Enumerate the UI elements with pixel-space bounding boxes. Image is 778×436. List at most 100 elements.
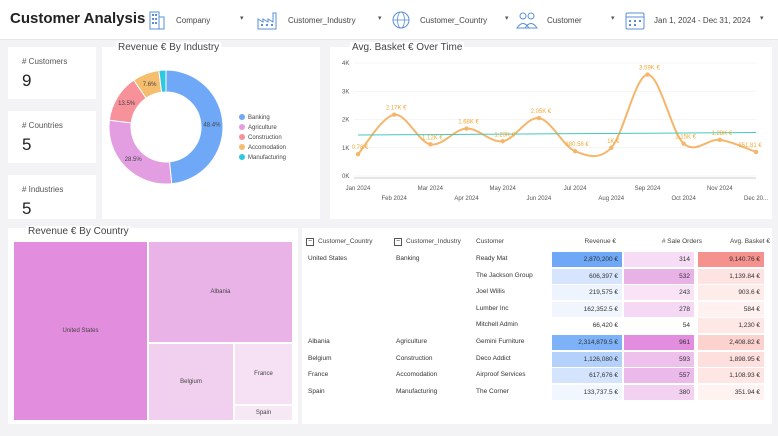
- filter-customer-label: Customer: [547, 15, 582, 25]
- panel-title: Revenue € By Country: [26, 226, 131, 237]
- cell-customer: Mitchell Admin: [476, 321, 518, 329]
- x-tick-label: Feb 2024: [382, 196, 408, 202]
- cell-sale-orders: 961: [624, 335, 694, 350]
- cell-revenue: 617,676 €: [552, 368, 622, 384]
- cell-country: Spain: [308, 387, 325, 395]
- legend-swatch: [239, 114, 245, 120]
- cell-avg-basket: 584 €: [698, 301, 764, 317]
- cell-sale-orders: 593: [624, 351, 694, 367]
- filter-date-range[interactable]: Jan 1, 2024 - Dec 31, 2024: [624, 8, 751, 32]
- cell-country: Belgium: [308, 354, 332, 362]
- y-tick-label: 3K: [342, 89, 349, 95]
- users-icon: [516, 12, 538, 29]
- treemap-cell[interactable]: Spain: [235, 406, 292, 420]
- cell-customer: Joel Willis: [476, 288, 505, 296]
- cell-revenue: 66,420 €: [552, 318, 622, 334]
- treemap-cell[interactable]: United States: [14, 242, 147, 420]
- kpi-countries: # Countries 5: [8, 111, 96, 163]
- cell-customer: Gemini Furniture: [476, 338, 525, 345]
- cell-sale-orders: 243: [624, 285, 694, 301]
- data-point: [391, 112, 397, 117]
- data-label: 851.81 €: [738, 143, 762, 149]
- x-tick-label: Jul 2024: [564, 186, 587, 192]
- cell-sale-orders: 532: [624, 268, 694, 284]
- filter-country-label: Customer_Country: [420, 15, 488, 25]
- data-label: 3.59K €: [639, 66, 660, 72]
- cell-country: Albania: [308, 338, 330, 345]
- legend-label: Manufacturing: [248, 155, 286, 161]
- filter-customer[interactable]: Customer: [515, 8, 582, 32]
- cell-revenue: 606,397 €: [552, 268, 622, 284]
- chevron-down-icon[interactable]: ▾: [611, 15, 615, 22]
- cell-industry: Agriculture: [396, 338, 428, 345]
- filter-company-label: Company: [176, 15, 211, 25]
- cell-customer: The Corner: [476, 387, 509, 395]
- kpi-value: 5: [22, 199, 32, 218]
- legend-swatch: [239, 134, 245, 140]
- cell-sale-orders: 557: [624, 368, 694, 384]
- treemap-cell[interactable]: Belgium: [149, 344, 233, 420]
- data-point: [355, 152, 361, 157]
- data-label: 1.15K €: [675, 135, 696, 141]
- calendar-icon: [625, 12, 645, 30]
- column-header: Revenue €: [584, 238, 616, 245]
- column-header: Avg. Basket €: [730, 238, 770, 245]
- chevron-down-icon[interactable]: ▾: [760, 15, 764, 22]
- cell-industry: Banking: [396, 255, 420, 262]
- y-tick-label: 1K: [342, 146, 349, 152]
- cell-customer: Airproof Services: [476, 371, 526, 379]
- collapse-toggle-icon[interactable]: −: [306, 238, 314, 246]
- cell-sale-orders: 380: [624, 384, 694, 400]
- cell-avg-basket: 9,140.76 €: [698, 252, 764, 267]
- cell-sale-orders: 54: [624, 318, 694, 334]
- data-point: [681, 141, 686, 146]
- column-header: # Sale Orders: [661, 238, 702, 245]
- data-label: 2.17K €: [386, 106, 407, 112]
- collapse-toggle-icon[interactable]: −: [394, 238, 402, 246]
- column-header: Customer_Industry: [406, 238, 461, 245]
- factory-icon: [257, 12, 277, 30]
- cell-avg-basket: 903.6 €: [698, 285, 764, 301]
- cell-industry: Accomodation: [396, 371, 438, 379]
- cell-industry: Construction: [396, 354, 433, 362]
- globe-icon: [392, 11, 410, 29]
- revenue-by-industry-panel: Revenue € By Industry 48.4% 28.5% 13.5% 7.6…: [102, 42, 320, 219]
- filter-country[interactable]: Customer_Country: [390, 8, 487, 32]
- filter-industry[interactable]: Customer_Industry: [256, 8, 356, 32]
- chevron-down-icon[interactable]: ▾: [505, 15, 509, 22]
- x-tick-label: Nov 2024: [707, 186, 733, 192]
- chevron-down-icon[interactable]: ▾: [378, 15, 382, 22]
- legend-label: Construction: [248, 135, 282, 141]
- cell-industry: Manufacturing: [396, 387, 438, 395]
- filter-industry-label: Customer_Industry: [288, 15, 356, 25]
- data-point: [572, 148, 578, 154]
- chevron-down-icon[interactable]: ▾: [240, 15, 244, 22]
- filter-date-label: Jan 1, 2024 - Dec 31, 2024: [654, 15, 751, 25]
- column-header: Customer: [476, 238, 505, 245]
- kpi-label: # Industries: [22, 185, 64, 194]
- data-point: [500, 139, 505, 144]
- header-bar: Customer Analysis Company ▾ Customer_Ind…: [0, 0, 778, 40]
- donut-slice: [165, 69, 224, 185]
- y-tick-label: 4K: [342, 61, 349, 67]
- cell-avg-basket: 1,898.95 €: [698, 351, 764, 367]
- legend-label: Accomodation: [248, 145, 286, 151]
- revenue-by-country-panel: Revenue € By Country United States Albani…: [8, 226, 298, 424]
- data-label: 1.23K €: [494, 132, 515, 138]
- treemap-cell[interactable]: France: [235, 344, 292, 404]
- legend-label: Banking: [248, 115, 270, 121]
- donut-slice: [158, 69, 167, 93]
- cell-customer: Lumber Inc: [476, 304, 509, 312]
- cell-revenue: 219,575 €: [552, 285, 622, 301]
- cell-customer: The Jackson Group: [476, 271, 533, 279]
- data-point: [464, 126, 469, 131]
- treemap-cell[interactable]: Albania: [149, 242, 292, 342]
- cell-country: France: [308, 371, 329, 379]
- y-tick-label: 0K: [342, 174, 349, 180]
- kpi-value: 5: [22, 135, 32, 154]
- x-tick-label: Sep 2024: [635, 186, 661, 192]
- donut-slice: [108, 119, 173, 185]
- legend-swatch: [239, 124, 245, 130]
- filter-company[interactable]: Company: [146, 8, 210, 32]
- pivot-table-panel: − − Customer_Country Customer_Industry Custo…: [302, 228, 772, 424]
